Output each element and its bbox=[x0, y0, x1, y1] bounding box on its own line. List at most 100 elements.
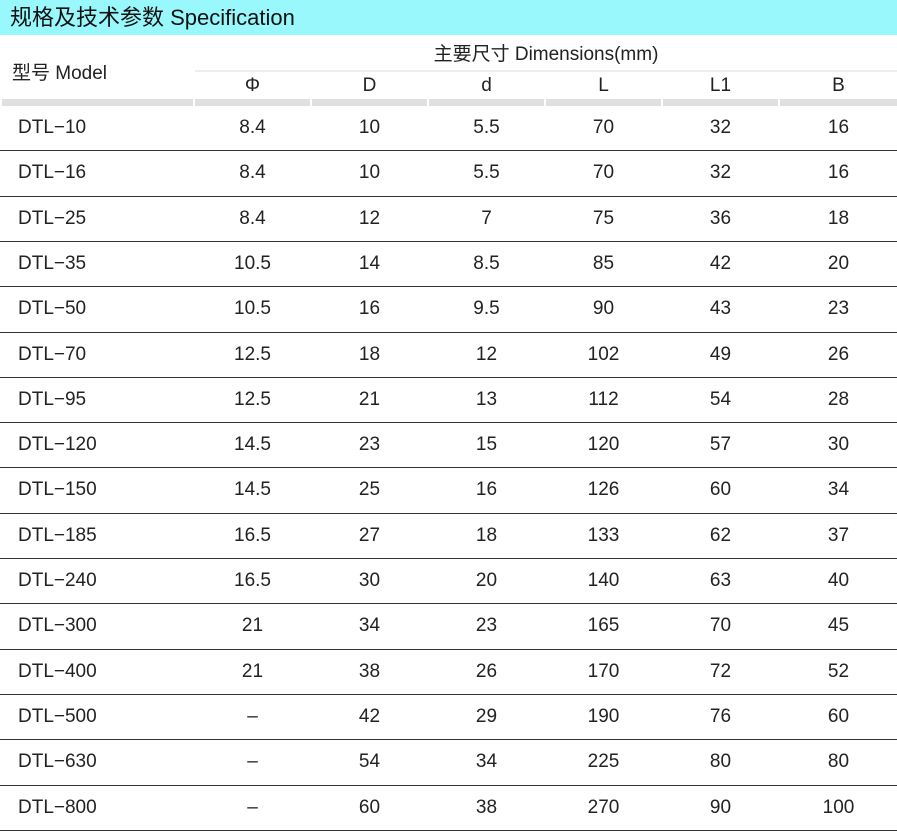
value-cell: 170 bbox=[587, 660, 620, 682]
value-cell: 34 bbox=[827, 479, 850, 501]
value-cell: 8.4 bbox=[239, 162, 266, 184]
value-cell: 14 bbox=[358, 252, 381, 274]
column-header: B bbox=[832, 75, 845, 96]
value-cell: 12 bbox=[358, 207, 381, 229]
table-row: DTL−500 – 42 29 190 76 60 bbox=[0, 695, 897, 741]
page-title: 规格及技术参数 Specification bbox=[0, 0, 897, 35]
model-cell: DTL−35 bbox=[18, 252, 87, 274]
model-cell: DTL−500 bbox=[18, 705, 97, 727]
value-cell: 70 bbox=[592, 117, 615, 138]
value-cell: 45 bbox=[827, 615, 850, 637]
value-cell: 85 bbox=[592, 252, 615, 274]
value-cell: 133 bbox=[587, 524, 620, 546]
value-cell: 32 bbox=[709, 117, 732, 138]
value-cell: 63 bbox=[709, 570, 732, 591]
header-divider bbox=[780, 99, 897, 106]
table-row: DTL−10 8.4 10 5.5 70 32 16 bbox=[0, 106, 897, 152]
value-cell: 42 bbox=[709, 252, 732, 274]
value-cell: 23 bbox=[475, 615, 498, 637]
value-cell: 60 bbox=[827, 705, 850, 727]
value-cell: 38 bbox=[358, 660, 381, 682]
table-row: DTL−70 12.5 18 12 102 49 26 bbox=[0, 333, 897, 378]
value-cell: 18 bbox=[475, 524, 498, 546]
table-row: DTL−50 10.5 16 9.5 90 43 23 bbox=[0, 287, 897, 333]
model-cell: DTL−70 bbox=[18, 343, 87, 365]
value-cell: 54 bbox=[709, 388, 732, 410]
value-cell: 23 bbox=[358, 434, 381, 456]
value-cell: 28 bbox=[827, 388, 850, 410]
value-cell: 43 bbox=[709, 298, 732, 320]
value-cell: 49 bbox=[709, 343, 732, 365]
value-cell: 16.5 bbox=[234, 570, 271, 591]
value-cell: 52 bbox=[827, 660, 850, 682]
value-cell: 7 bbox=[481, 207, 492, 229]
value-cell: 34 bbox=[475, 751, 498, 773]
header-divider bbox=[2, 99, 193, 106]
value-cell: 76 bbox=[709, 705, 732, 727]
table-row: DTL−800 – 60 38 270 90 100 bbox=[0, 786, 897, 831]
model-cell: DTL−150 bbox=[18, 479, 97, 501]
value-cell: 12.5 bbox=[234, 343, 271, 365]
table-row: DTL−240 16.5 30 20 140 63 40 bbox=[0, 559, 897, 605]
value-cell: 21 bbox=[241, 660, 264, 682]
model-column-header: 型号 Model bbox=[12, 63, 108, 84]
value-cell: 16.5 bbox=[234, 524, 271, 546]
model-cell: DTL−25 bbox=[18, 207, 87, 229]
dimensions-header: 主要尺寸 Dimensions(mm) bbox=[195, 40, 897, 72]
value-cell: 16 bbox=[475, 479, 498, 501]
table-row: DTL−150 14.5 25 16 126 60 34 bbox=[0, 468, 897, 514]
column-header: d bbox=[481, 75, 492, 96]
value-cell: – bbox=[247, 705, 258, 727]
value-cell: 26 bbox=[827, 343, 850, 365]
value-cell: 16 bbox=[358, 298, 381, 320]
value-cell: 120 bbox=[587, 434, 620, 456]
value-cell: 140 bbox=[587, 570, 620, 591]
value-cell: 8.4 bbox=[239, 207, 266, 229]
value-cell: 38 bbox=[475, 796, 498, 818]
model-cell: DTL−120 bbox=[18, 434, 97, 456]
value-cell: 10.5 bbox=[234, 298, 271, 320]
value-cell: 190 bbox=[587, 705, 620, 727]
value-cell: 23 bbox=[827, 298, 850, 320]
value-cell: 5.5 bbox=[473, 162, 500, 184]
header-divider bbox=[663, 99, 778, 106]
value-cell: 60 bbox=[358, 796, 381, 818]
value-cell: 20 bbox=[475, 570, 498, 591]
table-row: DTL−185 16.5 27 18 133 62 37 bbox=[0, 514, 897, 560]
model-cell: DTL−800 bbox=[18, 796, 97, 818]
value-cell: 12.5 bbox=[234, 388, 271, 410]
value-cell: 62 bbox=[709, 524, 732, 546]
value-cell: 20 bbox=[827, 252, 850, 274]
value-cell: 10 bbox=[358, 162, 381, 184]
value-cell: 13 bbox=[475, 388, 498, 410]
value-cell: 16 bbox=[827, 162, 850, 184]
value-cell: 57 bbox=[709, 434, 732, 456]
value-cell: 9.5 bbox=[473, 298, 500, 320]
model-cell: DTL−400 bbox=[18, 660, 97, 682]
value-cell: 15 bbox=[475, 434, 498, 456]
table-row: DTL−95 12.5 21 13 112 54 28 bbox=[0, 378, 897, 424]
model-cell: DTL−300 bbox=[18, 615, 97, 637]
value-cell: 34 bbox=[358, 615, 381, 637]
value-cell: 30 bbox=[358, 570, 381, 591]
table-row: DTL−400 21 38 26 170 72 52 bbox=[0, 650, 897, 695]
column-header: Φ bbox=[244, 75, 261, 96]
value-cell: 16 bbox=[827, 117, 850, 138]
value-cell: 14.5 bbox=[234, 434, 271, 456]
column-header: D bbox=[362, 75, 377, 96]
value-cell: 18 bbox=[358, 343, 381, 365]
value-cell: 5.5 bbox=[473, 117, 500, 138]
value-cell: 270 bbox=[587, 796, 620, 818]
value-cell: 14.5 bbox=[234, 479, 271, 501]
header-divider bbox=[546, 99, 661, 106]
column-header: L1 bbox=[709, 75, 732, 96]
model-cell: DTL−10 bbox=[18, 117, 87, 138]
value-cell: 12 bbox=[475, 343, 498, 365]
value-cell: 36 bbox=[709, 207, 732, 229]
value-cell: 70 bbox=[592, 162, 615, 184]
table-row: DTL−25 8.4 12 7 75 36 18 bbox=[0, 197, 897, 242]
table-row: DTL−120 14.5 23 15 120 57 30 bbox=[0, 423, 897, 469]
value-cell: 27 bbox=[358, 524, 381, 546]
model-cell: DTL−240 bbox=[18, 570, 97, 591]
value-cell: 10 bbox=[358, 117, 381, 138]
